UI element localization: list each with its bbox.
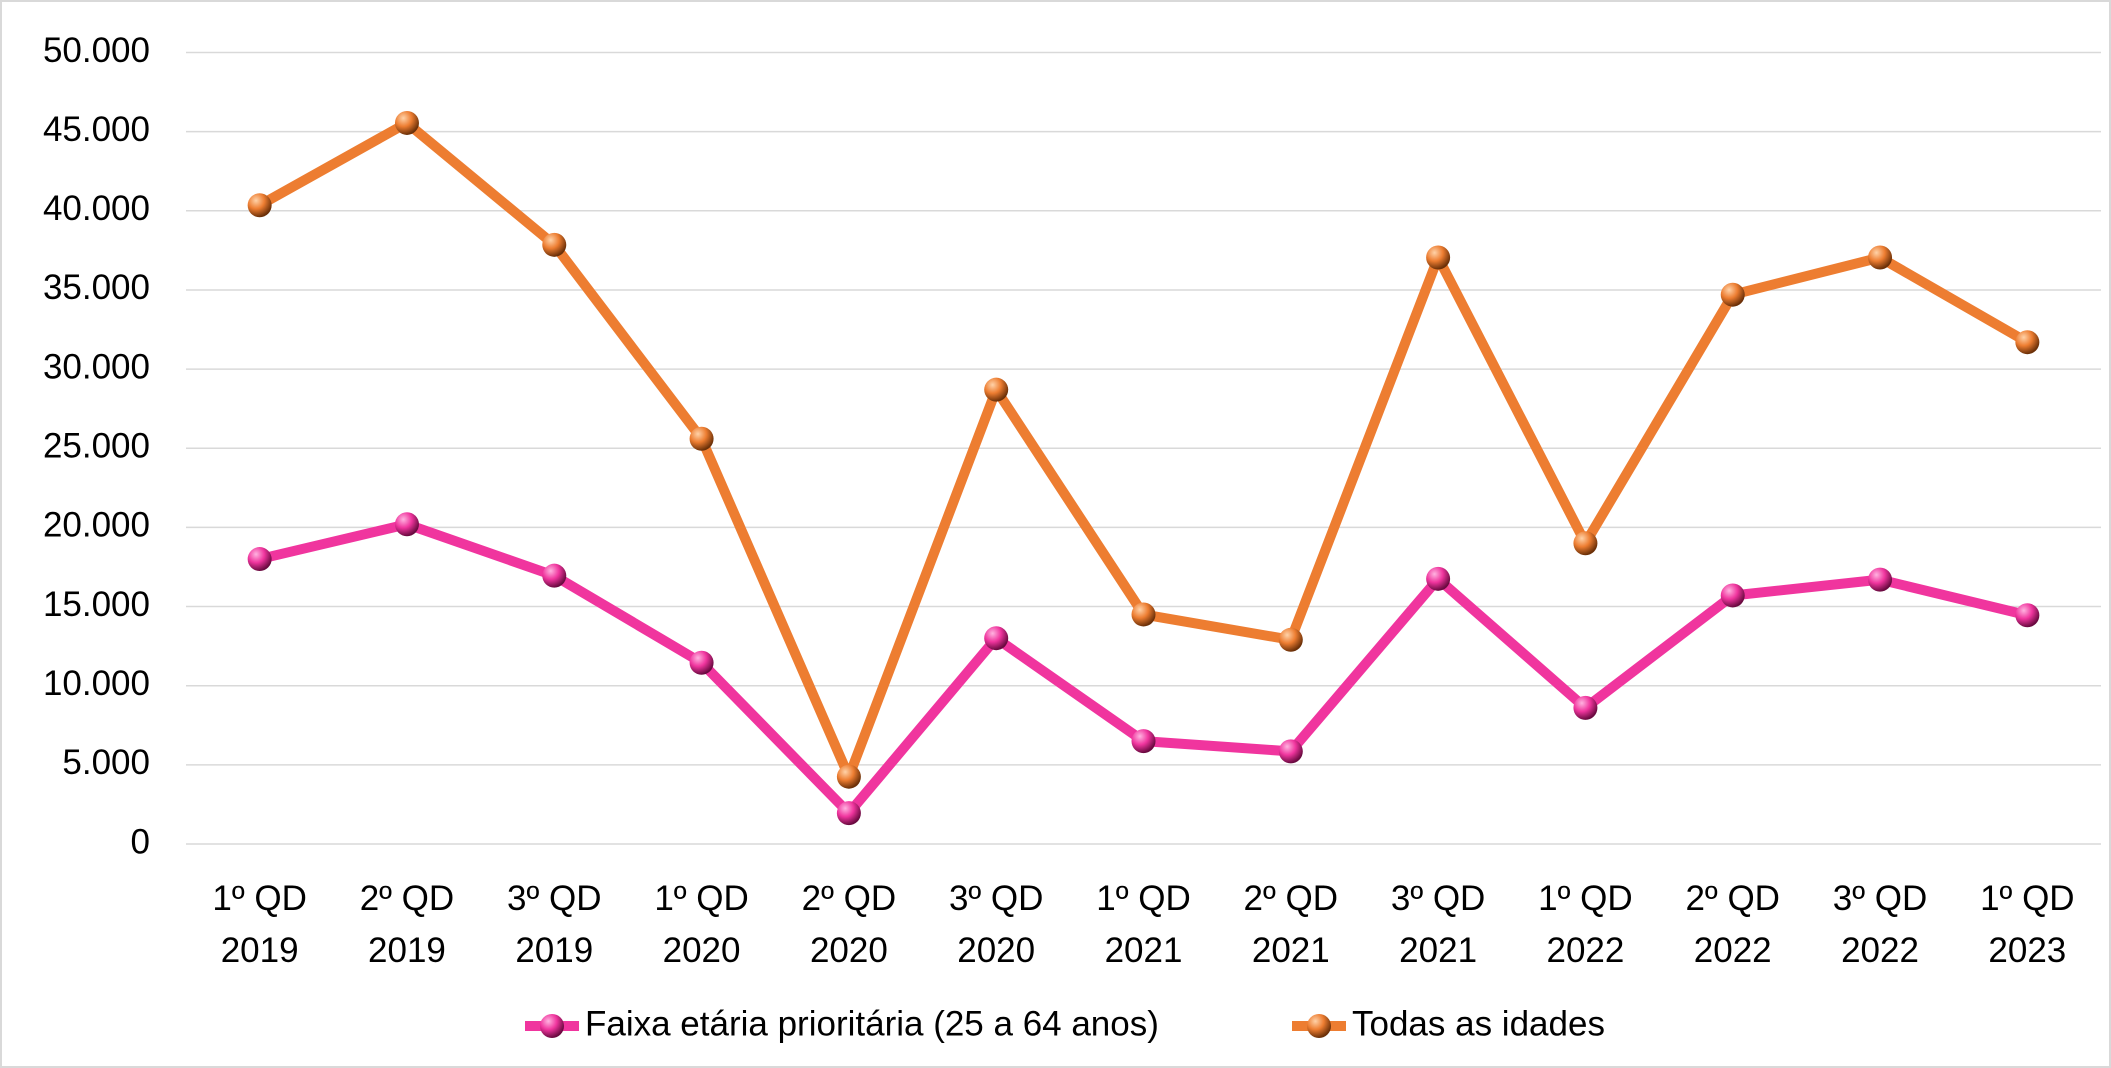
data-point bbox=[689, 426, 714, 451]
x-tick-label: 1º QD 2023 bbox=[1980, 879, 2075, 970]
x-tick-label: 3º QD 2019 bbox=[507, 879, 602, 970]
data-point bbox=[1573, 531, 1598, 556]
data-point bbox=[1868, 245, 1893, 270]
data-point bbox=[1278, 627, 1303, 652]
y-tick-label: 50.000 bbox=[43, 31, 150, 70]
data-point bbox=[1426, 245, 1451, 270]
x-tick-label: 3º QD 2021 bbox=[1390, 879, 1486, 970]
y-tick-label: 10.000 bbox=[43, 664, 150, 703]
data-point bbox=[1868, 567, 1893, 592]
series-line bbox=[257, 117, 2030, 782]
data-point bbox=[1131, 602, 1156, 627]
data-point bbox=[689, 650, 714, 675]
x-tick-label: 3º QD 2020 bbox=[948, 879, 1044, 970]
y-tick-label: 30.000 bbox=[43, 347, 150, 386]
y-tick-label: 5.000 bbox=[62, 743, 150, 782]
data-point bbox=[542, 563, 567, 588]
y-tick-label: 15.000 bbox=[43, 585, 150, 624]
data-point bbox=[836, 801, 861, 826]
x-tick-label: 1º QD 2021 bbox=[1096, 879, 1191, 970]
data-point bbox=[984, 377, 1009, 402]
data-point bbox=[1720, 282, 1745, 307]
data-point bbox=[984, 626, 1009, 651]
x-tick-label: 3º QD 2022 bbox=[1832, 879, 1928, 970]
legend-marker bbox=[1307, 1014, 1331, 1038]
data-point bbox=[1720, 583, 1745, 608]
x-tick-label: 2º QD 2021 bbox=[1243, 879, 1339, 970]
data-point bbox=[247, 547, 272, 572]
data-point bbox=[1278, 739, 1303, 764]
data-point bbox=[394, 110, 419, 135]
data-point bbox=[2015, 330, 2040, 355]
data-point bbox=[2015, 603, 2040, 628]
x-tick-label: 2º QD 2022 bbox=[1685, 879, 1780, 970]
x-tick-label: 1º QD 2019 bbox=[212, 879, 307, 970]
y-tick-label: 0 bbox=[131, 822, 150, 861]
x-tick-label: 2º QD 2020 bbox=[801, 879, 897, 970]
y-tick-label: 35.000 bbox=[43, 268, 150, 307]
data-point bbox=[247, 193, 272, 218]
legend-marker bbox=[540, 1014, 564, 1038]
data-point bbox=[542, 232, 567, 257]
data-point bbox=[836, 764, 861, 789]
y-tick-label: 20.000 bbox=[43, 506, 150, 545]
data-point bbox=[1131, 729, 1156, 754]
y-tick-label: 40.000 bbox=[43, 189, 150, 228]
series-line bbox=[258, 519, 2029, 819]
data-point bbox=[1573, 695, 1598, 720]
legend-label: Faixa etária prioritária (25 a 64 anos) bbox=[585, 1004, 1159, 1043]
x-tick-label: 1º QD 2022 bbox=[1538, 879, 1633, 970]
legend-label: Todas as idades bbox=[1352, 1004, 1605, 1043]
y-tick-label: 45.000 bbox=[43, 110, 150, 149]
data-point bbox=[1426, 566, 1451, 591]
x-tick-label: 1º QD 2020 bbox=[654, 879, 749, 970]
x-tick-label: 2º QD 2019 bbox=[359, 879, 455, 970]
data-point bbox=[394, 512, 419, 537]
y-tick-label: 25.000 bbox=[43, 427, 150, 466]
